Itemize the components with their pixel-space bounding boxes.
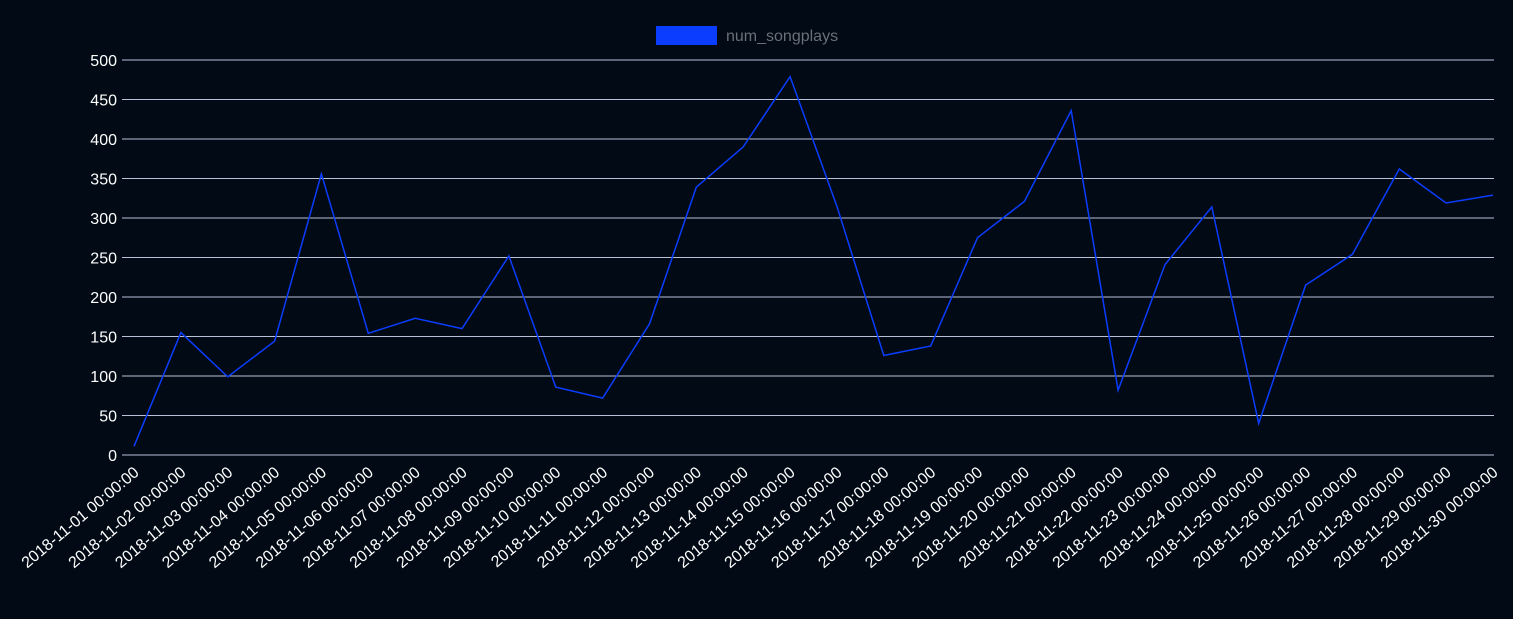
y-tick-label: 200 xyxy=(90,290,117,307)
data-point[interactable] xyxy=(1162,262,1168,268)
data-point[interactable] xyxy=(881,352,887,358)
data-point[interactable] xyxy=(740,144,746,150)
data-point[interactable] xyxy=(225,374,231,380)
data-point[interactable] xyxy=(272,338,278,344)
data-point[interactable] xyxy=(412,315,418,321)
data-point[interactable] xyxy=(1209,204,1215,210)
series-line-0[interactable] xyxy=(133,74,1494,447)
y-tick-label: 150 xyxy=(90,330,117,347)
y-tick-label: 250 xyxy=(90,251,117,268)
data-point[interactable] xyxy=(928,343,934,349)
data-point[interactable] xyxy=(693,184,699,190)
data-point[interactable] xyxy=(834,203,840,209)
data-point[interactable] xyxy=(646,321,652,327)
data-point[interactable] xyxy=(1396,166,1402,172)
data-point[interactable] xyxy=(365,330,371,336)
y-tick-label: 100 xyxy=(90,369,117,386)
y-axis-tick-labels: 0 50 100 150 200 250 300 350 400 450 500 xyxy=(90,53,117,465)
data-point[interactable] xyxy=(600,395,606,401)
data-point[interactable] xyxy=(318,171,324,177)
data-point[interactable] xyxy=(178,330,184,336)
y-tick-label: 500 xyxy=(90,53,117,70)
series-layer xyxy=(131,74,1496,449)
data-point[interactable] xyxy=(506,253,512,259)
y-tick-label: 0 xyxy=(108,448,117,465)
data-point[interactable] xyxy=(1068,108,1074,114)
data-point[interactable] xyxy=(1443,200,1449,206)
legend-label-num-songplays[interactable]: num_songplays xyxy=(726,28,838,45)
y-tick-label: 50 xyxy=(99,409,117,426)
data-point[interactable] xyxy=(1349,251,1355,257)
y-tick-label: 300 xyxy=(90,211,117,228)
data-point[interactable] xyxy=(1021,198,1027,204)
data-point[interactable] xyxy=(1303,282,1309,288)
y-tick-label: 350 xyxy=(90,172,117,189)
y-tick-label: 450 xyxy=(90,93,117,110)
y-tick-label: 400 xyxy=(90,132,117,149)
data-point[interactable] xyxy=(1115,387,1121,393)
legend-swatch[interactable] xyxy=(656,26,717,45)
data-point[interactable] xyxy=(553,384,559,390)
data-point[interactable] xyxy=(975,235,981,241)
data-point[interactable] xyxy=(131,443,137,449)
data-point[interactable] xyxy=(787,74,793,80)
data-point[interactable] xyxy=(1490,192,1496,198)
legend[interactable]: num_songplays xyxy=(656,26,838,45)
data-point[interactable] xyxy=(1256,420,1262,426)
data-point[interactable] xyxy=(459,326,465,332)
gridlines xyxy=(122,59,1494,456)
